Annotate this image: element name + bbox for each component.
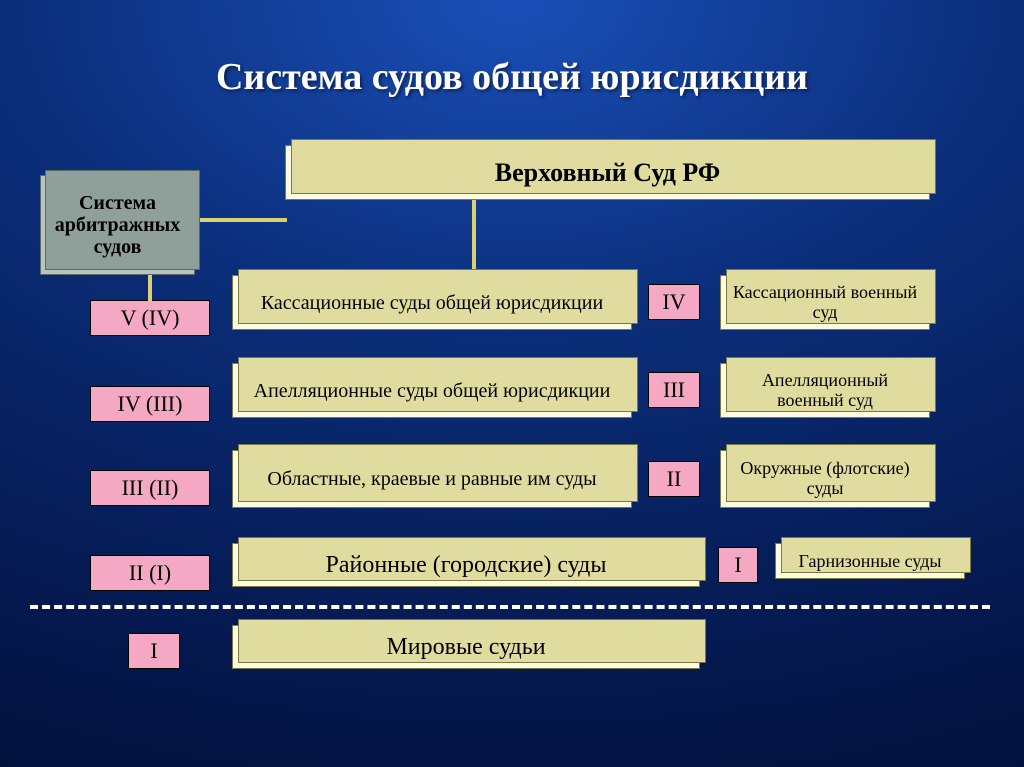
- bottom-num: I: [128, 633, 180, 669]
- arbitration-system-box: Система арбитражных судов: [40, 175, 195, 275]
- connector-top-down: [472, 200, 476, 275]
- right-num-3: I: [718, 547, 758, 583]
- supreme-court-box: Верховный Суд РФ: [285, 145, 930, 200]
- right-num-1: III: [648, 372, 700, 408]
- left-num-2: III (II): [90, 470, 210, 506]
- center-box-3: Районные (городские) суды: [232, 543, 700, 587]
- connector-side-down: [148, 275, 152, 301]
- center-box-1: Апелляционные суды общей юрисдикции: [232, 363, 632, 418]
- right-box-2: Окружные (флотские) суды: [720, 450, 930, 508]
- right-box-3: Гарнизонные суды: [775, 543, 965, 579]
- supreme-court-label: Верховный Суд РФ: [495, 158, 720, 188]
- right-box-1: Апелляционный военный суд: [720, 363, 930, 418]
- right-box-0: Кассационный военный суд: [720, 275, 930, 330]
- left-num-1: IV (III): [90, 386, 210, 422]
- bottom-box: Мировые судьи: [232, 625, 700, 669]
- left-num-0: V (IV): [90, 300, 210, 336]
- center-box-0: Кассационные суды общей юрисдикции: [232, 275, 632, 330]
- dashed-separator: [30, 605, 990, 609]
- connector-top-left: [195, 218, 287, 222]
- right-num-2: II: [648, 461, 700, 497]
- slide-title: Система судов общей юрисдикции: [0, 55, 1024, 99]
- center-box-2: Областные, краевые и равные им суды: [232, 450, 632, 508]
- right-num-0: IV: [648, 284, 700, 320]
- arbitration-system-label: Система арбитражных судов: [41, 192, 194, 258]
- slide: Система судов общей юрисдикции Верховный…: [0, 0, 1024, 767]
- left-num-3: II (I): [90, 555, 210, 591]
